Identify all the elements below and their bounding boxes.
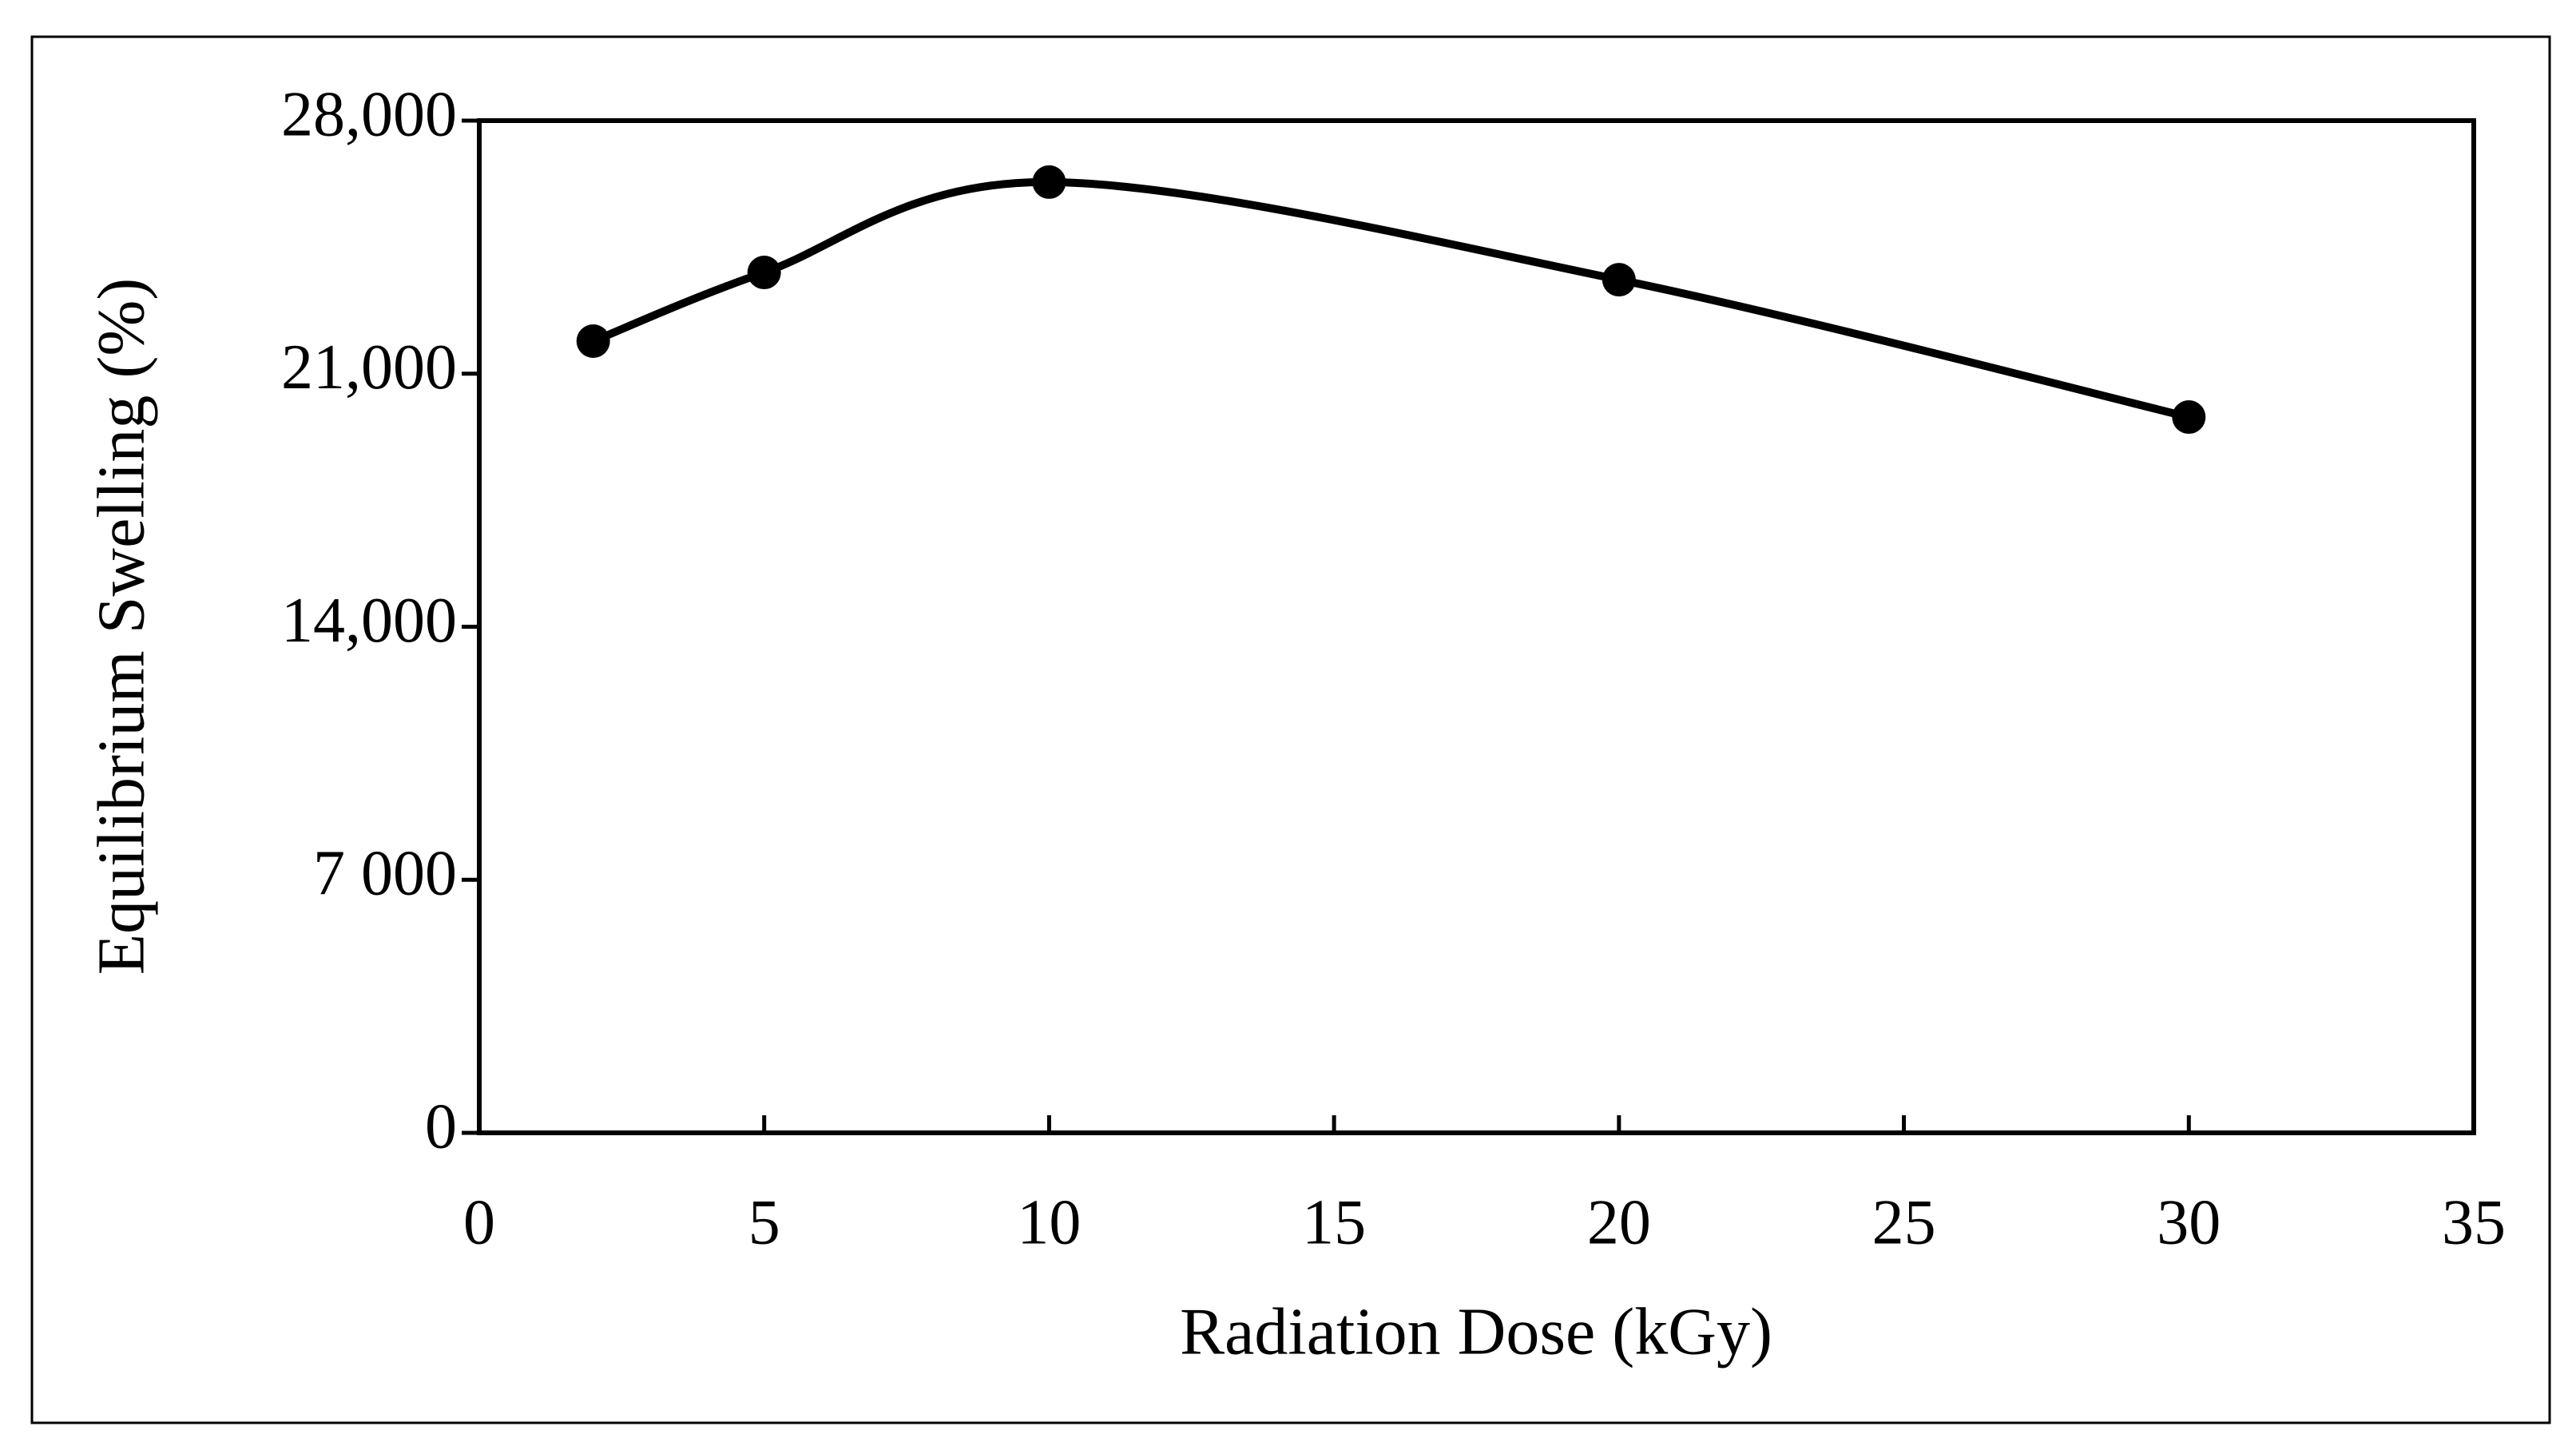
x-axis-title: Radiation Dose (kGy) bbox=[1180, 1294, 1772, 1369]
data-point bbox=[1602, 263, 1636, 297]
x-tick-label: 30 bbox=[2157, 1187, 2221, 1257]
x-tick-label: 5 bbox=[748, 1187, 780, 1257]
y-tick-label: 7 000 bbox=[313, 839, 457, 909]
x-tick-label: 25 bbox=[1872, 1187, 1936, 1257]
y-axis-title: Equilibrium Swelling (%) bbox=[84, 278, 158, 975]
y-tick-label: 0 bbox=[425, 1091, 457, 1162]
y-tick-label: 14,000 bbox=[281, 586, 457, 656]
x-tick-label: 20 bbox=[1587, 1187, 1651, 1257]
data-point bbox=[1032, 165, 1066, 199]
data-point bbox=[747, 256, 781, 290]
outer-frame bbox=[30, 35, 2551, 1424]
x-tick-label: 0 bbox=[463, 1187, 495, 1257]
x-tick-label: 35 bbox=[2442, 1187, 2506, 1257]
x-tick-label: 15 bbox=[1302, 1187, 1366, 1257]
y-tick-label: 28,000 bbox=[281, 79, 457, 149]
data-point bbox=[576, 324, 610, 359]
y-tick-label: 21,000 bbox=[281, 332, 457, 403]
data-point bbox=[2172, 400, 2206, 435]
x-tick-label: 10 bbox=[1017, 1187, 1081, 1257]
